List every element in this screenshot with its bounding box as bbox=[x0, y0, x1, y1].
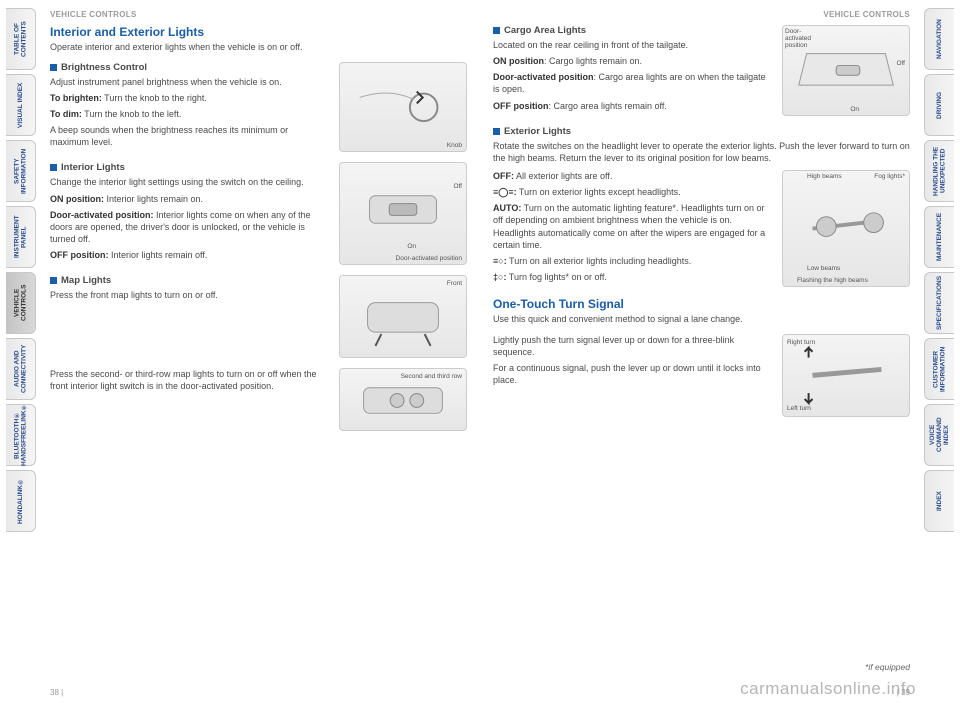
map-figure-rear: Second and third row bbox=[339, 368, 467, 431]
tab-customer-info[interactable]: CUSTOMER INFORMATION bbox=[924, 338, 954, 400]
map-p2: Press the second- or third-row map light… bbox=[50, 368, 329, 392]
left-page-footer: 38 | bbox=[50, 688, 467, 697]
exterior-p1: Rotate the switches on the headlight lev… bbox=[493, 140, 910, 164]
section-intro: Operate interior and exterior lights whe… bbox=[50, 42, 467, 54]
right-page-footer: *if equipped | 39 bbox=[493, 662, 910, 697]
tab-bluetooth[interactable]: BLUETOOTH® HANDSFREELINK® bbox=[6, 404, 36, 466]
cargo-on-label: On bbox=[850, 106, 859, 113]
section-title-lights: Interior and Exterior Lights bbox=[50, 25, 467, 39]
brightness-block: Brightness Control Adjust instrument pan… bbox=[50, 62, 467, 153]
cargo-head: Cargo Area Lights bbox=[493, 25, 772, 36]
interior-p3: Door-activated position: Interior lights… bbox=[50, 209, 329, 245]
tab-specifications[interactable]: SPECIFICATIONS bbox=[924, 272, 954, 334]
exterior-head: Exterior Lights bbox=[493, 126, 910, 137]
cargo-p2: ON position: Cargo lights remain on. bbox=[493, 55, 772, 67]
tab-instrument-panel[interactable]: INSTRUMENT PANEL bbox=[6, 206, 36, 268]
running-head-left: VEHICLE CONTROLS bbox=[50, 10, 467, 19]
tab-handling[interactable]: HANDLING THE UNEXPECTED bbox=[924, 140, 954, 202]
map-block-2: Press the second- or third-row map light… bbox=[50, 368, 467, 431]
tab-visual-index[interactable]: VISUAL INDEX bbox=[6, 74, 36, 136]
cargo-block: Cargo Area Lights Located on the rear ce… bbox=[493, 25, 910, 116]
turn-title: One-Touch Turn Signal bbox=[493, 297, 910, 311]
tab-vehicle-controls[interactable]: VEHICLE CONTROLS bbox=[6, 272, 36, 334]
exterior-sym2: ≡○: Turn on all exterior lights includin… bbox=[493, 255, 772, 267]
exterior-off: OFF: All exterior lights are off. bbox=[493, 170, 772, 182]
cargo-p3: Door-activated position: Cargo area ligh… bbox=[493, 71, 772, 95]
brightness-p2: To brighten: Turn the knob to the right. bbox=[50, 92, 329, 104]
right-page-number: | 39 bbox=[897, 688, 910, 697]
tab-safety[interactable]: SAFETY INFORMATION bbox=[6, 140, 36, 202]
knob-label: Knob bbox=[447, 142, 462, 149]
turn-left-label: Left turn bbox=[787, 405, 811, 412]
left-page: VEHICLE CONTROLS Interior and Exterior L… bbox=[50, 10, 467, 697]
map-rear-label: Second and third row bbox=[401, 373, 462, 380]
tab-hondalink[interactable]: HONDALINK® bbox=[6, 470, 36, 532]
interior-p4: OFF position: Interior lights remain off… bbox=[50, 249, 329, 261]
turn-block: Lightly push the turn signal lever up or… bbox=[493, 334, 910, 417]
cargo-p1: Located on the rear ceiling in front of … bbox=[493, 39, 772, 51]
ext-high-label: High beams bbox=[807, 173, 842, 180]
ext-fog-label: Fog lights* bbox=[874, 173, 905, 180]
cargo-off-label: Off bbox=[896, 60, 905, 67]
turn-figure: Right turn Left turn bbox=[782, 334, 910, 417]
brightness-p1: Adjust instrument panel brightness when … bbox=[50, 76, 329, 88]
brightness-figure: Knob bbox=[339, 62, 467, 153]
tab-audio[interactable]: AUDIO AND CONNECTIVITY bbox=[6, 338, 36, 400]
running-head-right: VEHICLE CONTROLS bbox=[493, 10, 910, 19]
ext-flash-label: Flashing the high beams bbox=[797, 277, 868, 284]
turn-p2: For a continuous signal, push the lever … bbox=[493, 362, 772, 386]
interior-on-label: On bbox=[407, 243, 416, 250]
tab-maintenance[interactable]: MAINTENANCE bbox=[924, 206, 954, 268]
right-page: VEHICLE CONTROLS Cargo Area Lights Locat… bbox=[493, 10, 910, 697]
map-block-1: Map Lights Press the front map lights to… bbox=[50, 275, 467, 358]
interior-figure: Off On Door-activated position bbox=[339, 162, 467, 265]
exterior-block: Exterior Lights Rotate the switches on t… bbox=[493, 126, 910, 287]
interior-p1: Change the interior light settings using… bbox=[50, 176, 329, 188]
tab-driving[interactable]: DRIVING bbox=[924, 74, 954, 136]
ext-low-label: Low beams bbox=[807, 265, 840, 272]
interior-door-label: Door-activated position bbox=[396, 255, 462, 262]
brightness-p4: A beep sounds when the brightness reache… bbox=[50, 124, 329, 148]
left-tab-rail: TABLE OF CONTENTS VISUAL INDEX SAFETY IN… bbox=[0, 0, 36, 703]
map-front-label: Front bbox=[447, 280, 462, 287]
interior-p2: ON position: Interior lights remain on. bbox=[50, 193, 329, 205]
exterior-sym1: ≡◯≡: Turn on exterior lights except head… bbox=[493, 186, 772, 198]
interior-head: Interior Lights bbox=[50, 162, 329, 173]
exterior-auto: AUTO: Turn on the automatic lighting fea… bbox=[493, 202, 772, 251]
turn-p1: Lightly push the turn signal lever up or… bbox=[493, 334, 772, 358]
tab-voice-command[interactable]: VOICE COMMAND INDEX bbox=[924, 404, 954, 466]
page-spread: VEHICLE CONTROLS Interior and Exterior L… bbox=[36, 0, 924, 703]
cargo-figure: Door- activated position On Off bbox=[782, 25, 910, 116]
tab-navigation[interactable]: NAVIGATION bbox=[924, 8, 954, 70]
footnote: *if equipped bbox=[865, 662, 910, 672]
map-head: Map Lights bbox=[50, 275, 329, 286]
map-p1: Press the front map lights to turn on or… bbox=[50, 289, 329, 301]
interior-block: Interior Lights Change the interior ligh… bbox=[50, 162, 467, 265]
cargo-door-label: Door- activated position bbox=[785, 28, 811, 49]
left-page-number: 38 | bbox=[50, 688, 63, 697]
map-figure-front: Front bbox=[339, 275, 467, 358]
exterior-fog: ‡○: Turn fog lights* on or off. bbox=[493, 271, 772, 283]
tab-index[interactable]: INDEX bbox=[924, 470, 954, 532]
turn-right-label: Right turn bbox=[787, 339, 815, 346]
cargo-p4: OFF position: Cargo area lights remain o… bbox=[493, 100, 772, 112]
tab-toc[interactable]: TABLE OF CONTENTS bbox=[6, 8, 36, 70]
exterior-figure: High beams Fog lights* Low beams Flashin… bbox=[782, 170, 910, 287]
brightness-p3: To dim: Turn the knob to the left. bbox=[50, 108, 329, 120]
interior-off-label: Off bbox=[453, 183, 462, 190]
brightness-head: Brightness Control bbox=[50, 62, 329, 73]
right-tab-rail: NAVIGATION DRIVING HANDLING THE UNEXPECT… bbox=[924, 0, 960, 703]
turn-intro: Use this quick and convenient method to … bbox=[493, 314, 910, 326]
